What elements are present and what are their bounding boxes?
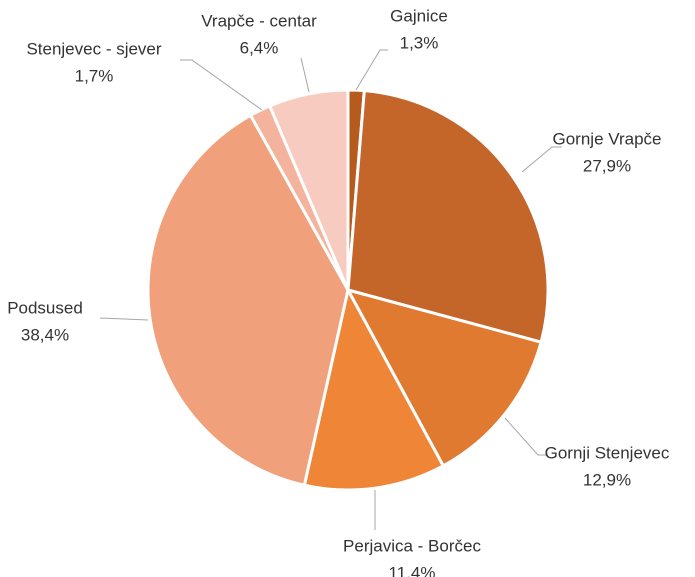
slice-label: Gornje Vrapče xyxy=(553,129,662,148)
pie-slice xyxy=(146,113,350,487)
slice-value: 11,4% xyxy=(389,563,436,577)
slice-value: 6,4% xyxy=(240,38,279,57)
slice-value: 38,4% xyxy=(21,325,69,344)
slice-value: 1,7% xyxy=(75,66,114,85)
slice-value: 1,3% xyxy=(400,33,439,52)
slice-label: Stenjevec - sjever xyxy=(26,39,161,58)
slice-label: Perjavica - Borčec xyxy=(343,536,481,555)
pie-slice xyxy=(346,89,550,344)
leader-line xyxy=(180,59,263,111)
slice-label: Gajnice xyxy=(390,6,448,25)
leader-line xyxy=(300,57,310,93)
leader-line xyxy=(355,49,388,91)
leader-line xyxy=(99,317,149,321)
slice-label: Vrapče - centar xyxy=(201,11,317,30)
pie-slice xyxy=(302,288,445,492)
slice-value: 12,9% xyxy=(583,470,631,489)
slice-value: 27,9% xyxy=(583,156,631,175)
leader-line xyxy=(504,417,548,456)
slice-label: Gornji Stenjevec xyxy=(545,443,670,462)
slice-label: Podsused xyxy=(7,298,83,317)
pie-slice xyxy=(268,88,350,292)
pie-slice xyxy=(346,288,543,468)
leader-line xyxy=(521,146,562,173)
